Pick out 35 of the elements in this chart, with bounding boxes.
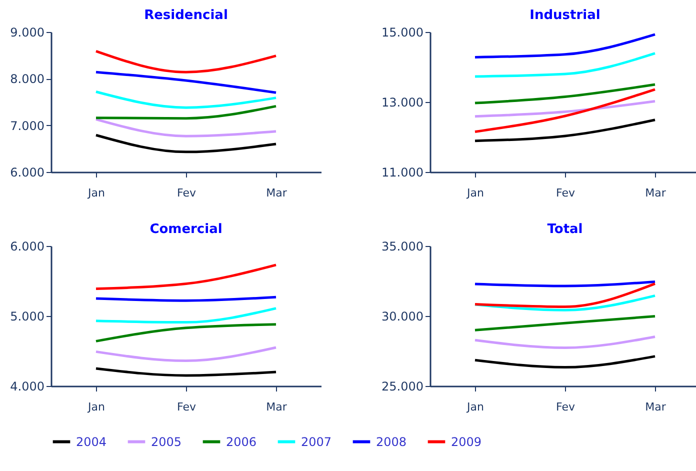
x-tick-label: Jan	[466, 186, 484, 200]
x-tick-label: Fev	[556, 400, 576, 414]
legend-label: 2006	[226, 434, 257, 449]
x-tick-label: Fev	[556, 186, 576, 200]
x-tick-label: Mar	[645, 400, 666, 414]
legend-label: 2005	[151, 434, 182, 449]
y-tick-label: 5.000	[10, 310, 44, 324]
legend-label: 2008	[376, 434, 407, 449]
y-tick-label: 13.000	[382, 96, 424, 110]
x-tick-label: Fev	[176, 400, 196, 414]
y-tick-label: 9.000	[10, 26, 44, 40]
y-tick-label: 4.000	[10, 380, 44, 394]
chart-title: Industrial	[530, 8, 600, 23]
y-tick-label: 25.000	[382, 380, 424, 394]
x-tick-label: Mar	[266, 186, 288, 200]
legend-label: 2009	[451, 434, 482, 449]
y-tick-label: 6.000	[10, 240, 44, 254]
x-tick-label: Mar	[645, 186, 666, 200]
y-tick-label: 11.000	[382, 166, 424, 180]
legend-label: 2004	[76, 434, 107, 449]
y-tick-label: 8.000	[10, 72, 44, 86]
x-tick-label: Fev	[176, 186, 196, 200]
y-tick-label: 6.000	[10, 166, 44, 180]
x-tick-label: Jan	[466, 400, 484, 414]
y-tick-label: 30.000	[382, 310, 424, 324]
chart-title: Comercial	[150, 222, 222, 237]
x-tick-label: Mar	[266, 400, 288, 414]
x-tick-label: Jan	[87, 186, 105, 200]
y-tick-label: 35.000	[382, 240, 424, 254]
chart-title: Residencial	[144, 8, 228, 23]
legend-label: 2007	[301, 434, 332, 449]
y-tick-label: 15.000	[382, 26, 424, 40]
x-tick-label: Jan	[87, 400, 105, 414]
chart-title: Total	[547, 222, 583, 237]
y-tick-label: 7.000	[10, 118, 44, 133]
